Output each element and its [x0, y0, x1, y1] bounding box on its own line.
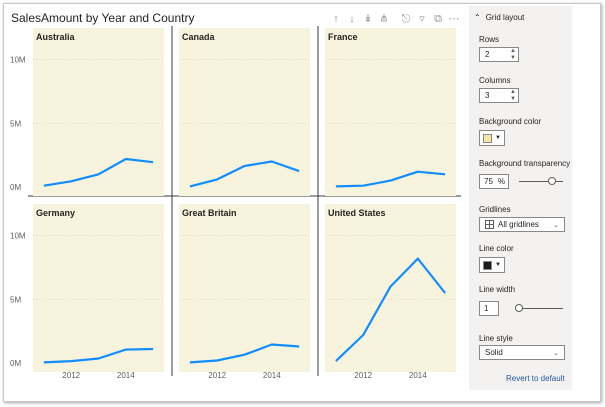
panel-background — [325, 28, 456, 196]
line-width-slider-track[interactable] — [519, 308, 563, 309]
revert-to-default-link[interactable]: Revert to default — [506, 374, 565, 383]
panel-background — [179, 28, 310, 196]
visual-header-toolbar: ↑ ↓ ↡ ⋔ ⎋ ▿ ⧉ ⋯ — [328, 11, 462, 27]
grid-icon — [485, 220, 494, 229]
line-style-dropdown[interactable]: Solid ⌄ — [479, 345, 565, 360]
x-tick-label: 2012 — [62, 371, 80, 380]
drill-up-icon[interactable]: ↑ — [333, 12, 339, 25]
line-width-slider-handle[interactable] — [515, 304, 523, 312]
series-line — [43, 157, 154, 187]
x-tick-label: 2014 — [263, 371, 281, 380]
percent-unit: % — [497, 177, 506, 186]
stepper-arrows-icon[interactable]: ▲ ▼ — [510, 48, 516, 61]
x-tick-label: 2012 — [354, 371, 372, 380]
y-tick-label: 5M — [10, 119, 21, 128]
drill-down-icon[interactable]: ↓ — [349, 12, 355, 25]
grid-layout-section-header[interactable]: ⌃ Grid layout — [469, 6, 572, 28]
line-style-label: Line style — [479, 334, 513, 343]
format-pane-grid-layout: ⌃ Grid layout Rows 2 ▲ ▼ Columns 3 ▲ ▼ Bac… — [469, 6, 572, 390]
line-color-label: Line color — [479, 244, 514, 253]
panel-title: Australia — [36, 32, 76, 42]
caret-down-icon: ▼ — [495, 262, 501, 268]
expand-next-level-icon[interactable]: ↡ — [363, 12, 373, 25]
transparency-value: 75 — [484, 177, 493, 186]
background-color-label: Background color — [479, 117, 542, 126]
panel-title: Great Britain — [182, 208, 237, 218]
columns-stepper[interactable]: 3 ▲ ▼ — [479, 88, 519, 103]
chevron-up-icon: ⌃ — [474, 12, 481, 22]
caret-down-icon: ▼ — [495, 135, 501, 141]
focus-mode-icon[interactable]: ⧉ — [434, 12, 442, 25]
transparency-slider-track[interactable] — [519, 181, 563, 182]
line-width-value: 1 — [484, 304, 489, 313]
gridlines-value: All gridlines — [498, 220, 539, 229]
y-tick-label: 5M — [10, 295, 21, 304]
line-color-picker[interactable]: ▼ — [479, 257, 505, 273]
expand-all-icon[interactable]: ⋔ — [379, 12, 389, 25]
line-chart-visual[interactable]: Australia 10M 5M 0M Canada France Germany 10M 5M… — [6, 6, 462, 394]
y-tick-label: 0M — [10, 183, 21, 192]
line-width-label: Line width — [479, 285, 516, 294]
color-swatch — [483, 133, 492, 143]
y-tick-label: 0M — [10, 359, 21, 368]
more-options-icon[interactable]: ⋯ — [448, 12, 460, 25]
panel-title: France — [328, 32, 358, 42]
visual-title: SalesAmount by Year and Country — [11, 11, 195, 25]
pane-scroll-track — [572, 6, 594, 390]
series-line — [189, 343, 300, 364]
transparency-slider-handle[interactable] — [548, 177, 556, 185]
section-title: Grid layout — [485, 12, 525, 22]
y-tick-label: 10M — [10, 232, 26, 241]
chevron-down-icon: ⌄ — [553, 222, 559, 229]
columns-label: Columns — [479, 76, 511, 85]
y-tick-label: 10M — [10, 56, 26, 65]
background-color-picker[interactable]: ▼ — [479, 130, 505, 146]
gridlines-dropdown[interactable]: All gridlines ⌄ — [479, 217, 565, 232]
columns-value: 3 — [485, 91, 490, 100]
series-line — [43, 347, 154, 364]
series-line — [335, 170, 446, 188]
rows-stepper[interactable]: 2 ▲ ▼ — [479, 47, 519, 62]
series-line — [335, 257, 446, 362]
pin-icon[interactable]: ⎋ — [401, 12, 411, 25]
panel-background — [33, 204, 164, 372]
line-style-value: Solid — [485, 348, 503, 357]
panel-title: United States — [328, 208, 386, 218]
chevron-down-icon: ⌄ — [553, 350, 559, 357]
rows-value: 2 — [485, 50, 490, 59]
small-multiples-chart[interactable]: Australia 10M 5M 0M Canada France Germany 10M 5M… — [6, 6, 462, 394]
filter-icon[interactable]: ▿ — [419, 12, 425, 25]
transparency-input[interactable]: 75 % — [479, 174, 509, 189]
gridlines-label: Gridlines — [479, 205, 511, 214]
x-tick-label: 2012 — [208, 371, 226, 380]
stepper-arrows-icon[interactable]: ▲ ▼ — [510, 89, 516, 102]
rows-label: Rows — [479, 35, 500, 44]
panel-title: Canada — [182, 32, 216, 42]
panel-title: Germany — [36, 208, 75, 218]
background-transparency-label: Background transparency — [479, 159, 571, 168]
color-swatch — [483, 260, 492, 270]
line-width-input[interactable]: 1 — [479, 301, 499, 316]
panel-background — [33, 28, 164, 196]
x-tick-label: 2014 — [409, 371, 427, 380]
x-tick-label: 2014 — [117, 371, 135, 380]
panel-background — [179, 204, 310, 372]
